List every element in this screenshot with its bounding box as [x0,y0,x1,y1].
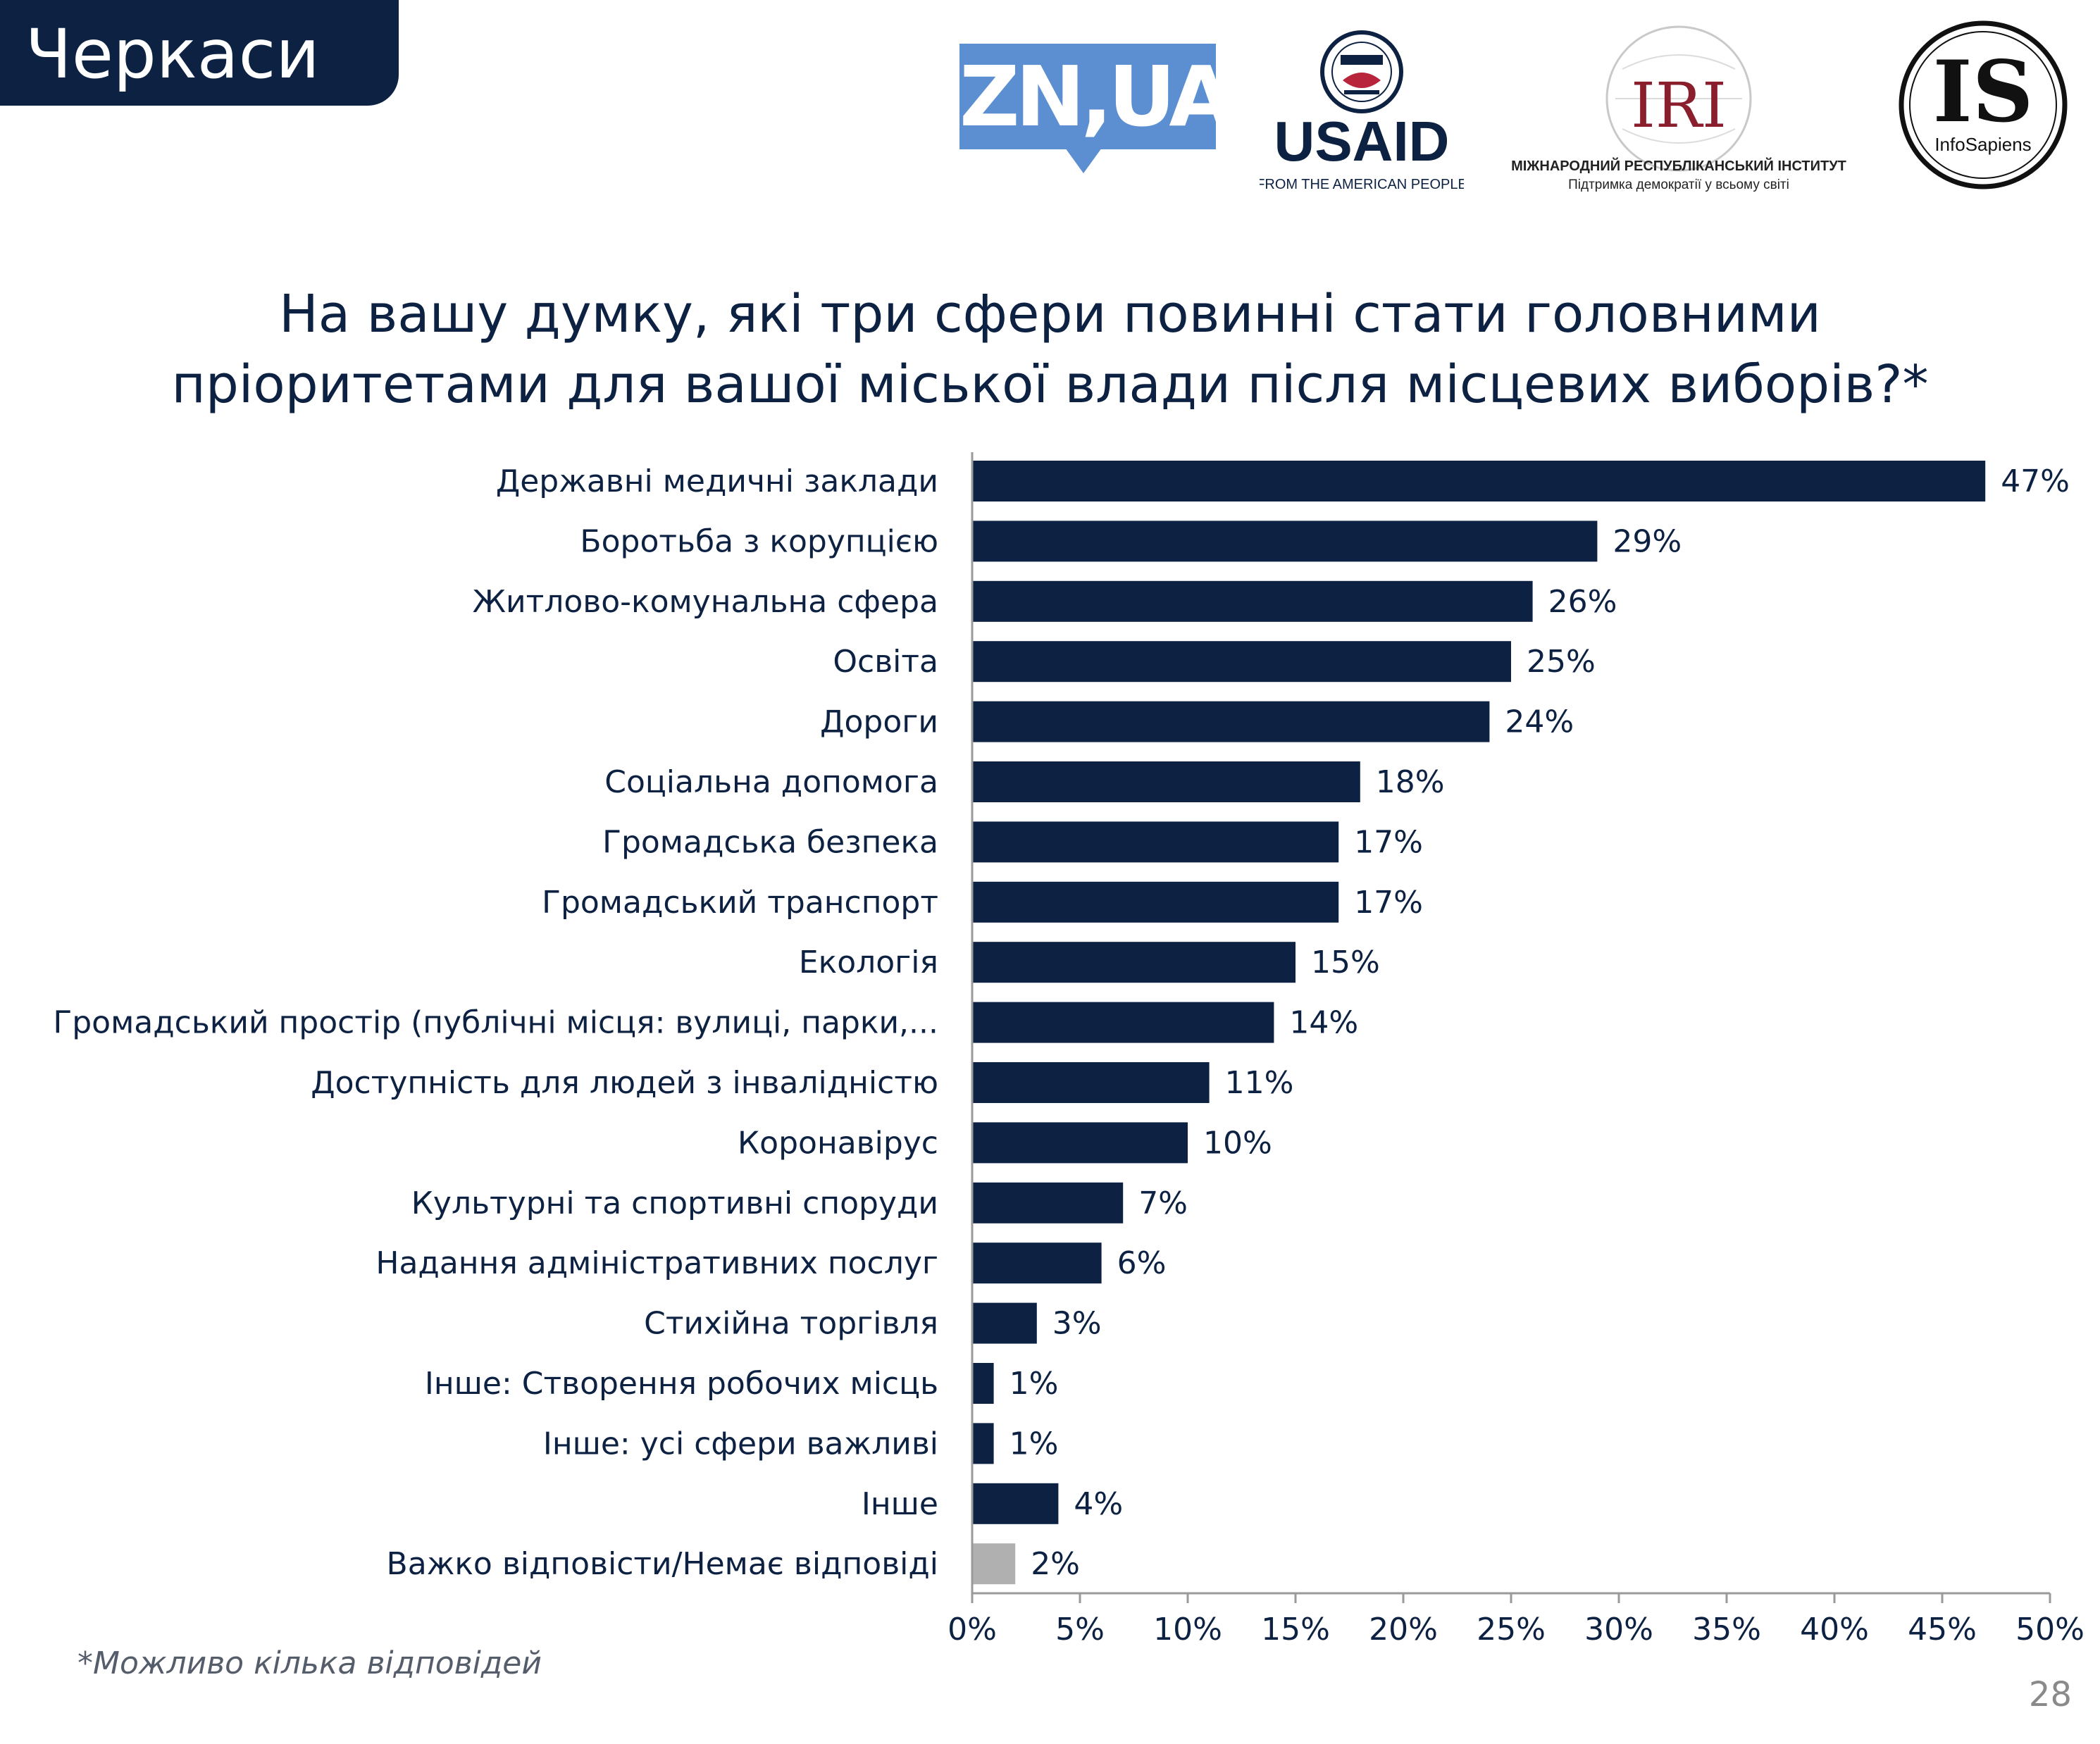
data-label: 1% [1009,1426,1059,1462]
data-label: 24% [1505,704,1574,740]
category-label: Стихійна торгівля [644,1306,938,1342]
bar [972,1062,1210,1103]
category-label: Дороги [820,704,938,740]
usaid-logo: USAID FROM THE AMERICAN PEOPLE [1260,30,1464,192]
data-label: 4% [1074,1486,1123,1522]
category-labels: Державні медичні заклади Боротьба з коруп… [53,463,938,1582]
footnote: *Можливо кілька відповідей [77,1645,542,1681]
data-label: 14% [1289,1005,1358,1041]
data-label: 18% [1376,764,1445,800]
category-label: Інше: Створення робочих місць [425,1366,938,1402]
bars [972,461,1986,1585]
data-label: 6% [1117,1245,1167,1281]
data-label: 3% [1052,1306,1102,1342]
bar [972,521,1598,562]
data-label: 10% [1203,1125,1272,1161]
category-label: Громадський простір (публічні місця: вул… [53,1005,938,1041]
category-label: Екологія [799,945,938,980]
value-labels: 47% 29% 26% 25% 24% 18% 17% 17% 15% 14% 11% 10% 7% 6%… [1009,463,2070,1582]
data-label: 2% [1031,1546,1080,1582]
data-label: 29% [1613,523,1682,559]
category-label: Житлово-комунальна сфера [473,584,938,620]
usaid-tagline: FROM THE AMERICAN PEOPLE [1260,177,1464,192]
bar [972,701,1490,742]
bar [972,821,1339,863]
bar [972,1363,994,1404]
x-tick-label: 30% [1584,1612,1653,1648]
zn-ua-logo-text: ZN,UA [959,48,1234,145]
x-tick-label: 15% [1261,1612,1330,1648]
iri-tagline: Підтримка демократії у всьому світі [1568,177,1789,192]
bar [972,1122,1188,1164]
bar [972,580,1533,622]
city-tab: Черкаси [0,0,399,106]
bar [972,881,1339,923]
x-tick-label: 25% [1477,1612,1546,1648]
bar [972,1182,1124,1223]
bar [972,641,1511,683]
bar [972,1423,994,1464]
data-label: 17% [1354,885,1423,921]
data-label: 1% [1009,1366,1059,1402]
bar [972,1302,1037,1344]
category-label: Важко відповісти/Немає відповіді [387,1546,938,1582]
iri-name: МІЖНАРОДНИЙ РЕСПУБЛІКАНСЬКИЙ ІНСТИТУТ [1511,157,1846,174]
x-tick-label: 35% [1692,1612,1761,1648]
bar [972,461,1986,502]
bar [972,761,1360,802]
bar [972,1543,1016,1585]
x-tick-label: 50% [2015,1612,2085,1648]
x-tick-label: 5% [1055,1612,1105,1648]
x-tick-label: 20% [1369,1612,1438,1648]
data-label: 26% [1548,584,1617,620]
category-label: Коронавірус [738,1125,938,1161]
bar [972,1483,1059,1524]
category-label: Громадський транспорт [542,885,938,921]
x-tick-label: 0% [948,1612,997,1648]
x-tick-label: 40% [1800,1612,1869,1648]
x-tick-label: 45% [1908,1612,1977,1648]
x-axis: 0% 5% 10% 15% 20% 25% 30% 35% 40% 45% 50% [948,452,2085,1648]
category-label: Культурні та спортивні споруди [411,1185,938,1221]
usaid-logo-text: USAID [1274,110,1450,173]
iri-logo: IRI МІЖНАРОДНИЙ РЕСПУБЛІКАНСЬКИЙ ІНСТИТУ… [1511,25,1846,192]
category-label: Інше [862,1486,938,1522]
x-tick-label: 10% [1153,1612,1222,1648]
city-name: Черкаси [25,15,320,94]
data-label: 11% [1225,1065,1294,1101]
data-label: 25% [1527,644,1596,680]
infosapiens-logo: IS InfoSapiens [1899,20,2068,189]
iri-logo-text: IRI [1631,69,1727,142]
page-number: 28 [2028,1675,2072,1714]
is-logo-text: IS [1933,42,2034,142]
data-label: 47% [2001,463,2070,499]
chart-title-line-1: На вашу думку, які три сфери повинні ста… [279,284,1821,344]
data-label: 15% [1311,945,1380,980]
category-label: Доступність для людей з інвалідністю [311,1065,938,1101]
is-logo-name: InfoSapiens [1934,134,2031,155]
data-label: 17% [1354,824,1423,860]
zn-ua-logo: ZN,UA [959,44,1234,173]
category-label: Надання адміністративних послуг [375,1245,938,1281]
chart-title-line-2: пріоритетами для вашої міської влади піс… [171,354,1929,415]
category-label: Освіта [833,644,938,680]
data-label: 7% [1138,1185,1188,1221]
category-label: Державні медичні заклади [496,463,938,499]
category-label: Громадська безпека [602,824,938,860]
category-label: Інше: усі сфери важливі [543,1426,938,1462]
bar [972,1242,1102,1284]
bar [972,942,1296,983]
category-label: Соціальна допомога [604,764,938,800]
category-label: Боротьба з корупцією [580,523,938,559]
bar [972,1002,1274,1043]
